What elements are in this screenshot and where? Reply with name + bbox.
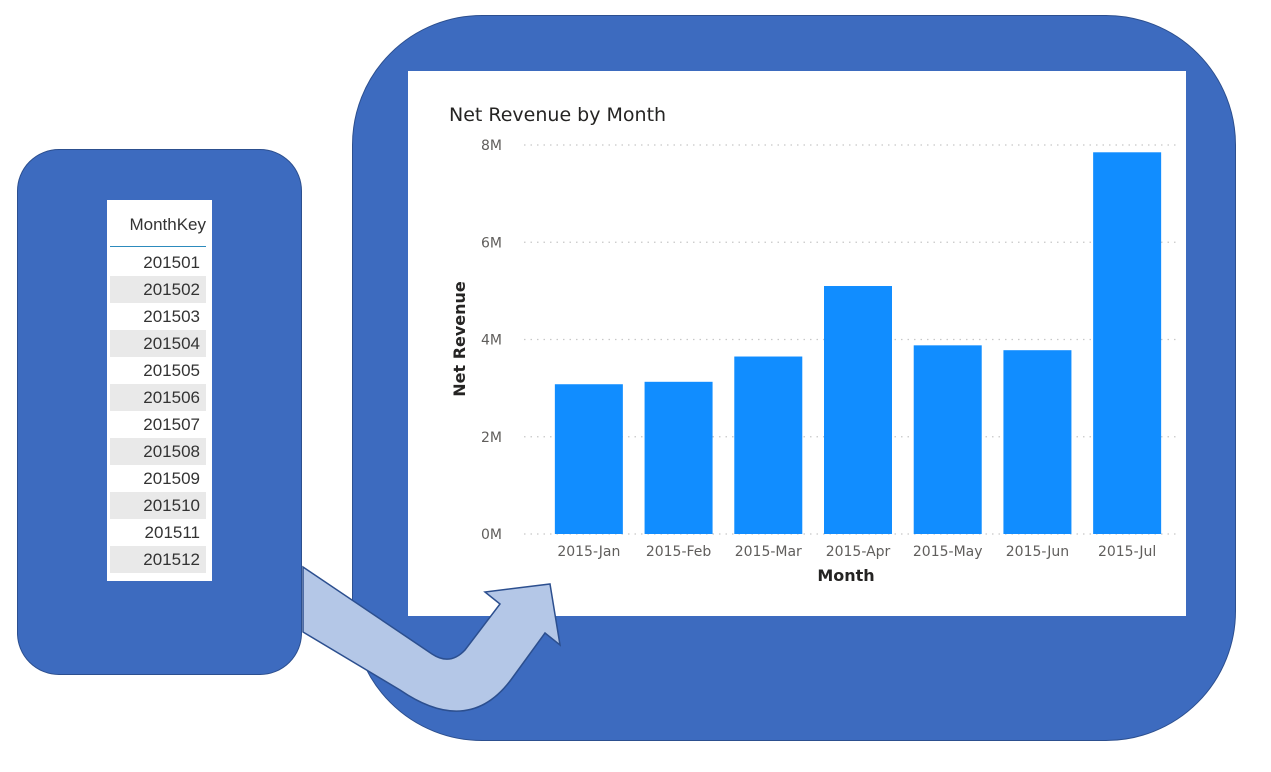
table-row: 201503 bbox=[143, 307, 200, 326]
table-header-monthkey: MonthKey bbox=[110, 200, 206, 247]
x-tick-label: 2015-Jun bbox=[1006, 544, 1069, 560]
table-body: 201501 201502 201503 201504 201505 201506 2015… bbox=[110, 249, 206, 573]
table-row: 201510 bbox=[110, 492, 206, 519]
table-row: 201506 bbox=[110, 384, 206, 411]
monthkey-table: MonthKey 201501 201502 201503 201504 201505 2… bbox=[107, 200, 212, 581]
bar bbox=[1003, 350, 1072, 534]
net-revenue-chart: Net Revenue by Month 0M 2M 4M 6M 8M 2015-Jan 20… bbox=[408, 71, 1186, 616]
x-tick-label: 2015-Jul bbox=[1098, 544, 1156, 560]
bar bbox=[644, 381, 713, 534]
y-tick-label: 0M bbox=[481, 527, 502, 543]
table-row: 201508 bbox=[110, 438, 206, 465]
y-tick-label: 2M bbox=[481, 430, 502, 446]
y-tick-label: 8M bbox=[481, 138, 502, 154]
table-row: 201512 bbox=[110, 546, 206, 573]
bar bbox=[1093, 152, 1162, 534]
table-row: 201502 bbox=[110, 276, 206, 303]
chart-svg: Net Revenue by Month 0M 2M 4M 6M 8M 2015-Jan 20… bbox=[449, 104, 1178, 585]
bar bbox=[734, 356, 803, 534]
x-tick-label: 2015-Jan bbox=[557, 544, 620, 560]
table-row: 201504 bbox=[110, 330, 206, 357]
bar bbox=[913, 345, 982, 534]
y-tick-label: 6M bbox=[481, 235, 502, 251]
x-tick-label: 2015-Apr bbox=[826, 544, 891, 560]
table-row: 201505 bbox=[143, 361, 200, 380]
x-tick-label: 2015-May bbox=[913, 544, 983, 560]
bar bbox=[554, 384, 623, 534]
x-tick-label: 2015-Feb bbox=[646, 544, 712, 560]
table-row: 201501 bbox=[143, 253, 200, 272]
y-axis-title: Net Revenue bbox=[450, 281, 469, 397]
x-axis-title: Month bbox=[817, 566, 874, 585]
chart-title: Net Revenue by Month bbox=[449, 104, 666, 126]
table-row: 201509 bbox=[143, 469, 200, 488]
table-row: 201507 bbox=[143, 415, 200, 434]
table-row: 201511 bbox=[144, 523, 200, 542]
bar bbox=[824, 286, 892, 534]
y-tick-label: 4M bbox=[481, 333, 502, 349]
x-tick-label: 2015-Mar bbox=[735, 544, 802, 560]
